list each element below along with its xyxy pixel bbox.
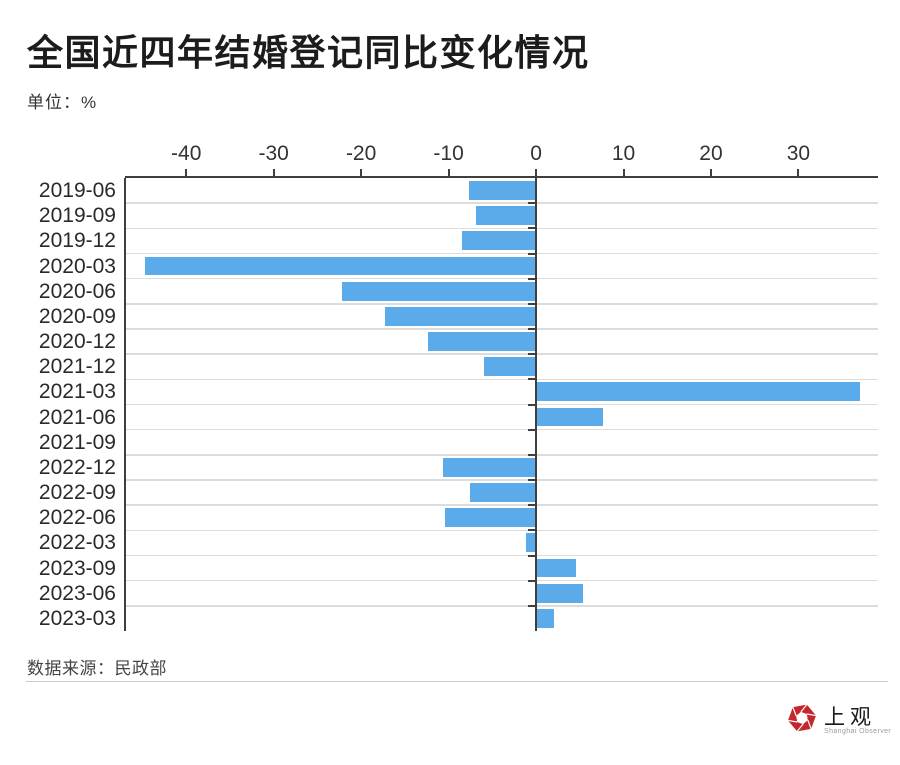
x-axis-tick-label: 0 [530,142,542,165]
bar [470,483,537,502]
logo-subname: Shanghai Observer [824,728,892,735]
y-axis-label: 2022-03 [38,531,116,555]
y-axis-label: 2019-09 [38,204,116,228]
gridline [125,579,878,582]
y-axis-label: 2022-09 [38,481,116,504]
y-axis-label: 2020-03 [38,254,116,278]
y-axis-label: 2019-12 [38,229,116,253]
bar [537,407,604,427]
gridline [125,227,878,230]
bar [537,608,554,628]
bar [537,583,584,603]
y-axis-label: 2020-06 [38,279,116,303]
bar [384,306,537,326]
x-axis-tick-label: -10 [433,142,464,165]
y-axis-label: 2021-09 [38,430,116,454]
bar [443,457,537,477]
zero-axis-tick [528,504,536,507]
x-axis-tick [185,169,188,176]
top-axis [125,176,878,178]
zero-axis [535,178,538,631]
chart-title: 全国近四年结婚登记同比变化情况 [27,32,590,73]
gridline [125,403,878,406]
gridline [125,605,878,607]
x-axis-tick [797,169,800,176]
x-axis-tick-label: 30 [786,142,811,165]
x-axis-tick [709,169,712,176]
source-label: 数据来源：民政部 [27,659,167,678]
x-axis-tick-label: -30 [258,142,289,165]
zero-axis-tick [528,252,536,255]
y-axis-label: 2023-09 [38,556,116,580]
gridline [125,252,878,255]
zero-axis-tick [528,353,536,356]
y-axis-label: 2021-06 [38,405,116,429]
shangguan-logo: 上观 Shanghai Observer [786,700,892,744]
gridline [125,353,878,355]
bar [341,281,537,301]
footer-divider [26,681,888,682]
y-axis-label: 2023-06 [38,581,116,605]
y-axis-label: 2020-12 [38,330,116,353]
bar [537,382,860,402]
y-axis-label: 2021-03 [38,380,116,404]
y-axis-label: 2023-03 [38,606,116,630]
bar [445,508,537,528]
y-axis-label: 2022-12 [38,455,116,479]
bar [525,533,537,553]
zero-axis-tick [528,604,536,607]
bar [428,332,537,351]
zero-axis-tick [528,453,536,456]
y-axis-label: 2019-06 [38,179,116,202]
x-axis-tick [622,169,625,176]
logo-name: 上观 [824,705,876,729]
gridline [125,454,878,456]
zero-axis-tick [528,579,536,582]
gridline [125,504,878,506]
bar [145,256,537,276]
gridline [125,479,878,481]
zero-axis-tick [528,378,536,381]
x-axis-tick-label: -20 [345,142,377,165]
bar [483,357,537,377]
zero-axis-tick [528,227,536,230]
gridline [125,328,878,330]
bar [537,558,577,578]
gridline [125,202,878,204]
x-axis-tick-label: 20 [699,142,723,165]
bar [461,231,537,251]
y-axis-label: 2021-12 [38,355,116,379]
gridline [125,554,878,557]
gridline [125,303,878,305]
bar [475,206,537,226]
x-axis-tick [447,169,450,176]
y-axis-label: 2020-09 [38,304,116,328]
x-axis-tick [272,169,275,176]
zero-axis-tick [528,277,536,280]
zero-axis-tick [528,403,536,406]
x-axis-tick [360,169,363,176]
zero-axis-tick [528,529,536,532]
gridline [125,277,878,280]
unit-label: 单位：% [27,93,98,112]
x-axis-tick-label: -40 [171,142,202,165]
zero-axis-tick [528,302,536,305]
zero-axis-tick [528,428,536,431]
y-axis-label: 2022-06 [38,506,116,530]
bar [468,181,537,200]
x-axis-tick-label: 10 [611,142,636,165]
gridline [125,529,878,532]
gridline [125,378,878,381]
gridline [125,428,878,431]
zero-axis-tick [528,479,536,481]
zero-axis-tick [528,202,536,205]
zero-axis-tick [528,554,536,557]
x-axis-tick [535,169,538,176]
left-axis [124,178,126,631]
zero-axis-tick [528,328,536,330]
